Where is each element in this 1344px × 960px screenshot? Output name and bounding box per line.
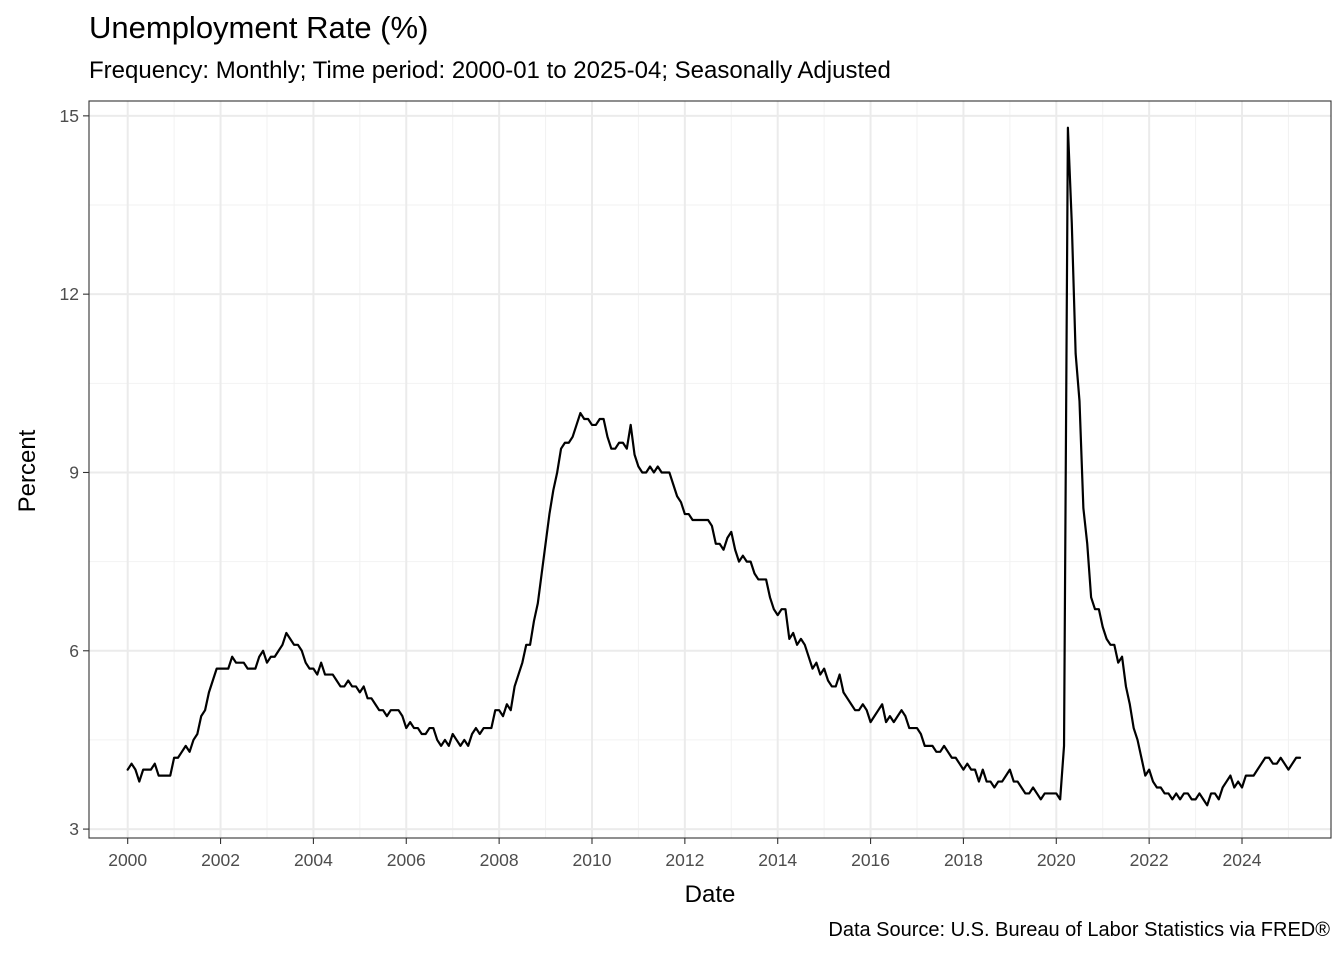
unemployment-rate-line: [126, 126, 1302, 807]
y-tick-label: 6: [69, 641, 79, 661]
x-tick-label: 2018: [944, 850, 983, 870]
x-tick-label: 2004: [294, 850, 333, 870]
x-tick-label: 2014: [758, 850, 797, 870]
y-tick-label: 12: [60, 284, 79, 304]
x-tick-label: 2006: [387, 850, 426, 870]
x-tick-label: 2010: [573, 850, 612, 870]
chart-title: Unemployment Rate (%): [89, 10, 429, 45]
y-axis: 3 6 9 12 15: [60, 106, 89, 839]
plot-panel-background: [89, 101, 1331, 838]
chart-caption: Data Source: U.S. Bureau of Labor Statis…: [828, 919, 1330, 941]
x-tick-label: 2020: [1037, 850, 1076, 870]
y-tick-label: 9: [69, 462, 79, 482]
y-tick-label: 15: [60, 106, 79, 126]
x-axis: 2000 2002 2004 2006 2008 2010 2012 2014 2016 2018…: [108, 838, 1262, 870]
x-tick-label: 2024: [1223, 850, 1262, 870]
x-tick-label: 2002: [201, 850, 240, 870]
x-tick-label: 2022: [1130, 850, 1169, 870]
y-axis-title: Percent: [14, 429, 41, 512]
x-axis-title: Date: [685, 881, 736, 908]
x-tick-label: 2008: [480, 850, 519, 870]
y-tick-label: 3: [69, 819, 79, 839]
x-tick-label: 2016: [851, 850, 890, 870]
x-tick-label: 2000: [108, 850, 147, 870]
plot-panel-border: [88, 100, 1332, 839]
chart-subtitle: Frequency: Monthly; Time period: 2000-01…: [89, 57, 891, 84]
grid-major-lines: [89, 101, 1331, 838]
grid-minor-lines: [89, 101, 1331, 838]
x-tick-label: 2012: [665, 850, 704, 870]
